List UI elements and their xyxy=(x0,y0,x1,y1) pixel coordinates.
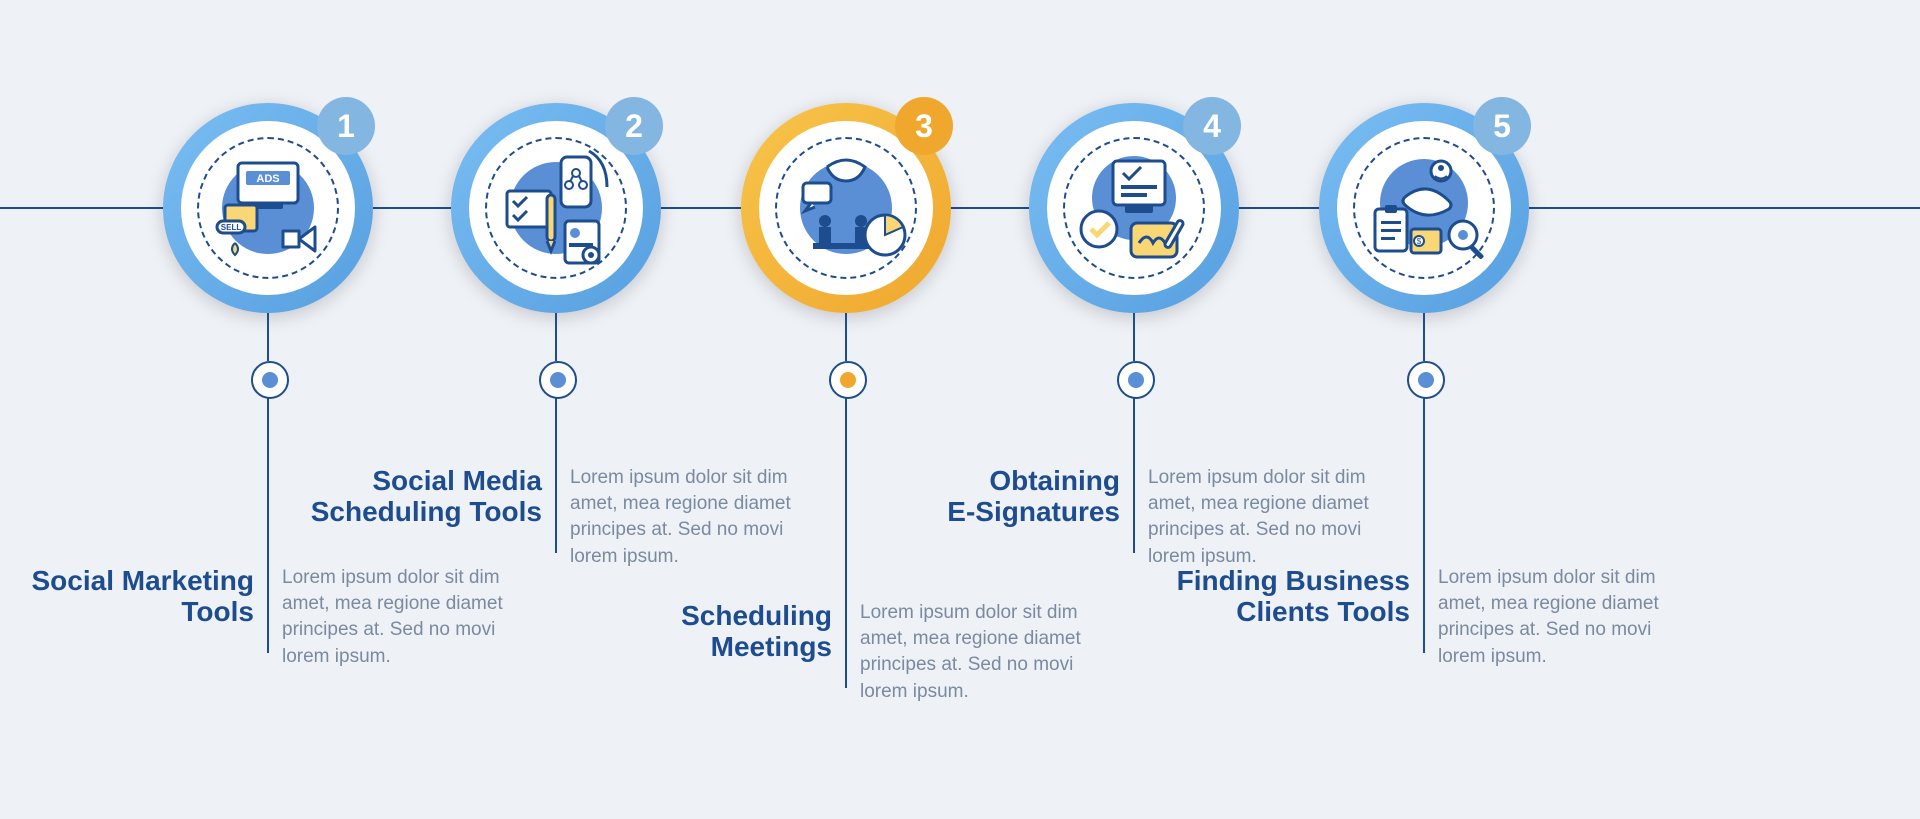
connector-dot xyxy=(550,372,566,388)
infographic-canvas: ADS SELL 1 Social MarketingTools Lorem ipsum… xyxy=(0,0,1920,819)
connector-dot xyxy=(1128,372,1144,388)
step-title: Social MarketingTools xyxy=(14,565,254,628)
step-coin-4: 4 xyxy=(1029,103,1239,313)
step-icon-schedulemedia xyxy=(491,143,621,273)
step-number: 3 xyxy=(915,108,933,145)
connector-node xyxy=(539,361,577,399)
step-number: 2 xyxy=(625,108,643,145)
connector-dot xyxy=(840,372,856,388)
step-body: Lorem ipsum dolor sit dim amet, mea regi… xyxy=(570,465,822,570)
step-title: ObtainingE-Signatures xyxy=(880,465,1120,528)
step-body: Lorem ipsum dolor sit dim amet, mea regi… xyxy=(282,565,534,670)
step-title: SchedulingMeetings xyxy=(592,600,832,663)
connector-dot xyxy=(1418,372,1434,388)
step-icon-clients: $ xyxy=(1359,143,1489,273)
svg-text:SELL: SELL xyxy=(221,223,242,232)
step-body: Lorem ipsum dolor sit dim amet, mea regi… xyxy=(860,600,1112,705)
step-coin-5: $5 xyxy=(1319,103,1529,313)
step-number: 5 xyxy=(1493,108,1511,145)
step-number: 1 xyxy=(337,108,355,145)
step-number-badge: 3 xyxy=(895,97,953,155)
connector-dot xyxy=(262,372,278,388)
step-icon-marketing: ADS SELL xyxy=(203,143,333,273)
step-body: Lorem ipsum dolor sit dim amet, mea regi… xyxy=(1438,565,1690,670)
step-coin-2: 2 xyxy=(451,103,661,313)
step-coin-1: ADS SELL 1 xyxy=(163,103,373,313)
step-title: Social MediaScheduling Tools xyxy=(302,465,542,528)
step-number-badge: 1 xyxy=(317,97,375,155)
connector-node xyxy=(829,361,867,399)
step-number-badge: 4 xyxy=(1183,97,1241,155)
connector-node xyxy=(1117,361,1155,399)
step-icon-meeting xyxy=(781,143,911,273)
step-title: Finding BusinessClients Tools xyxy=(1170,565,1410,628)
step-icon-esign xyxy=(1069,143,1199,273)
step-number-badge: 2 xyxy=(605,97,663,155)
step-body: Lorem ipsum dolor sit dim amet, mea regi… xyxy=(1148,465,1400,570)
step-coin-3: 3 xyxy=(741,103,951,313)
svg-text:ADS: ADS xyxy=(256,173,279,185)
step-number: 4 xyxy=(1203,108,1221,145)
svg-text:$: $ xyxy=(1417,237,1422,246)
connector-node xyxy=(251,361,289,399)
step-number-badge: 5 xyxy=(1473,97,1531,155)
connector-node xyxy=(1407,361,1445,399)
